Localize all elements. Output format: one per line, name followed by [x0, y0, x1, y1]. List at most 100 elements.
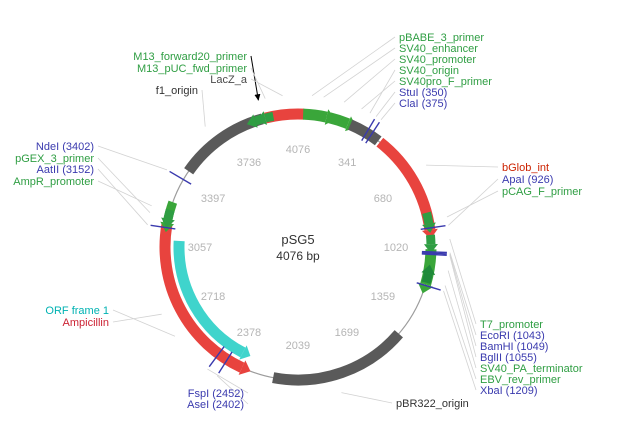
tick-3397: 3397 — [201, 193, 225, 205]
site-asei-tick — [218, 351, 233, 374]
leader-label-m13-forward20-primer — [250, 55, 261, 101]
pgex-3-primer-arrow-arrowhead — [161, 217, 175, 228]
leader-label-asei — [216, 375, 249, 405]
plasmid-size: 4076 bp — [276, 249, 320, 263]
t7-promoter-arrow — [425, 234, 436, 245]
sv40-pa-terminator-arc-arrowhead — [417, 282, 434, 294]
tick-2039: 2039 — [286, 340, 310, 352]
orf-frame-1-arc-arrowhead — [239, 345, 251, 360]
site-xbai-tick — [416, 282, 441, 291]
label-bamhi: BamHI (1049) — [480, 341, 548, 353]
leader-label-stui — [375, 91, 396, 117]
label-clai: ClaI (375) — [399, 98, 447, 110]
leader-label-pbr322-origin — [341, 392, 393, 404]
tick-2718: 2718 — [201, 291, 225, 303]
label-t7-promoter: T7_promoter — [480, 319, 543, 331]
tick-4076: 4076 — [286, 144, 310, 156]
label-pgex-3-primer: pGEX_3_primer — [15, 153, 94, 165]
label-asei: AseI (2402) — [187, 399, 244, 411]
label-fspi: FspI (2452) — [188, 388, 244, 400]
leader-label-sv40-pa-terminator — [447, 270, 477, 369]
site-bglii-tick — [421, 253, 447, 256]
m13-puc-fwd-primer-arrow — [264, 111, 275, 123]
site-clai-tick — [365, 121, 381, 144]
leader-label-pgex-3-primer — [97, 157, 151, 213]
leader-label-m13-puc-fwd-primer — [250, 67, 266, 99]
label-sv40-enhancer: SV40_enhancer — [399, 43, 478, 55]
site-ndei-tick — [169, 170, 192, 185]
label-bglob-int: bGlob_int — [502, 162, 549, 174]
plasmid-name: pSG5 — [281, 232, 314, 247]
leader-label-ampr-promoter — [97, 180, 152, 207]
sv40-enhancer-arrow — [302, 108, 328, 123]
tick-1699: 1699 — [335, 327, 359, 339]
leader-label-sv40-enhancer — [323, 47, 396, 98]
leader-label-aatii — [97, 168, 148, 226]
site-apai-tick — [420, 225, 446, 230]
leader-label-clai — [380, 102, 396, 120]
leader-label-lacz-a — [250, 78, 283, 97]
leader-label-ebv-rev-primer — [444, 285, 477, 380]
pgex-3-primer-arrow — [163, 208, 175, 220]
leader-label-orf-frame-1 — [112, 309, 176, 337]
label-sv40-origin: SV40_origin — [399, 65, 459, 77]
ampicillin-arc — [159, 224, 245, 373]
label-pbr322-origin: pBR322_origin — [396, 398, 469, 410]
tick-1020: 1020 — [384, 242, 408, 254]
label-f1-origin: f1_origin — [156, 85, 198, 97]
label-ampr-promoter: AmpR_promoter — [13, 176, 94, 188]
site-bamhi-tick — [421, 252, 447, 255]
pbr322-origin-arc — [272, 330, 403, 386]
label-ebv-rev-primer: EBV_rev_primer — [480, 374, 561, 386]
label-sv40-promoter: SV40_promoter — [399, 54, 476, 66]
label-ampicillin: Ampicillin — [63, 317, 109, 329]
tick-3736: 3736 — [237, 157, 261, 169]
m13-forward20-primer-arrow-arrowhead — [246, 114, 258, 128]
tick-680: 680 — [374, 193, 392, 205]
bglob-int-arc-arrowhead — [421, 228, 438, 240]
leader-label-ampicillin — [112, 313, 162, 323]
leader-label-bglii — [449, 255, 477, 358]
site-ecori-tick — [421, 250, 447, 254]
label-sv40pro-f-primer: SV40pro_F_primer — [399, 76, 492, 88]
label-sv40-pa-terminator: SV40_PA_terminator — [480, 363, 583, 375]
leader-label-pbabe-3-primer — [311, 36, 396, 96]
leader-label-apai — [448, 178, 499, 226]
leader-label-ecori — [449, 252, 477, 336]
label-aatii: AatII (3152) — [37, 164, 94, 176]
leader-label-xbai — [443, 290, 477, 391]
leader-label-pcag-f-primer — [446, 190, 499, 218]
label-m13-forward20-primer: M13_forward20_primer — [133, 51, 247, 63]
ampicillin-arc-arrowhead — [238, 360, 251, 375]
tick-2378: 2378 — [237, 327, 261, 339]
label-ndei: NdeI (3402) — [36, 141, 94, 153]
label-m13-puc-fwd-primer: M13_pUC_fwd_primer — [137, 63, 247, 75]
label-ecori: EcoRI (1043) — [480, 330, 545, 342]
site-stui-tick — [361, 118, 376, 141]
tick-3057: 3057 — [188, 242, 212, 254]
bglob-int-arc — [376, 137, 436, 231]
pcag-f-primer-arrow — [422, 211, 434, 225]
sv40-origin-arc — [347, 119, 382, 146]
ebv-rev-primer-arrow — [421, 272, 433, 284]
map-layers: 341 680 1020 1359 1699 2039 2378 2718 3057 3397 37… — [13, 32, 583, 411]
label-pcag-f-primer: pCAG_F_primer — [502, 186, 582, 198]
orf-frame-1-arc — [173, 240, 246, 358]
site-fspi-tick — [208, 346, 225, 368]
label-lacz-a: LacZ_a — [210, 74, 248, 86]
leader-label-t7-promoter — [449, 238, 477, 325]
leader-label-f1-origin — [201, 89, 206, 127]
leader-label-fspi — [207, 368, 249, 394]
leader-label-bglob-int — [426, 164, 499, 168]
label-orf-frame-1: ORF frame 1 — [45, 305, 109, 317]
m13-puc-fwd-primer-arrow-arrowhead — [256, 111, 268, 125]
label-xbai: XbaI (1209) — [480, 385, 537, 397]
sv40-promoter-arrow — [328, 112, 351, 129]
leader-label-sv40pro-f-primer — [361, 80, 396, 110]
label-bglii: BglII (1055) — [480, 352, 537, 364]
ebv-rev-primer-arrow-arrowhead — [421, 264, 436, 276]
leader-label-sv40-promoter — [343, 58, 396, 103]
site-aatii-tick — [150, 224, 176, 230]
